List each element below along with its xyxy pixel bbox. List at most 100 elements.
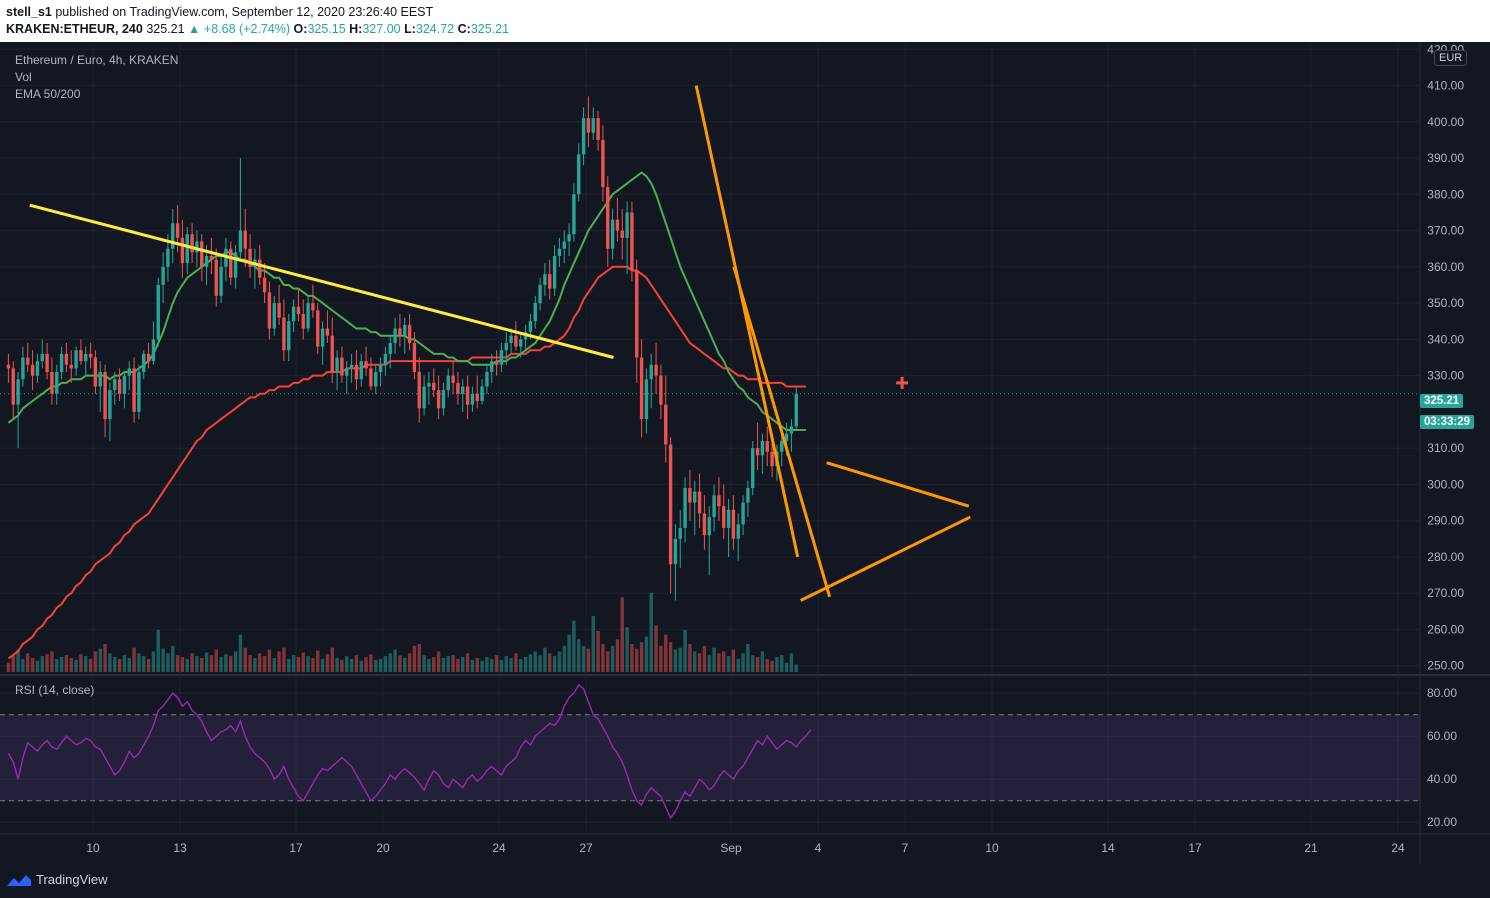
volume-bar	[422, 655, 426, 672]
volume-bar	[156, 630, 160, 672]
candle-body	[673, 538, 678, 565]
ema-lines	[7, 171, 806, 660]
volume-bar	[412, 645, 417, 672]
volume-bar	[760, 651, 765, 672]
volume-bar	[84, 656, 88, 672]
volume-bar	[113, 657, 117, 672]
volume-bar	[620, 597, 624, 672]
price-tick-label: 330.00	[1427, 369, 1464, 383]
candle-body	[407, 324, 412, 343]
volume-bar	[731, 649, 736, 672]
volume-bar	[219, 657, 223, 672]
volume-bar	[287, 658, 291, 672]
volume-bar	[717, 653, 721, 672]
volume-bar	[417, 644, 421, 672]
candle-body	[494, 361, 499, 365]
candle-body	[175, 223, 180, 238]
candle-body	[45, 353, 49, 373]
price-tick-label: 400.00	[1427, 115, 1464, 129]
candle-body	[755, 448, 760, 456]
candle-body	[243, 230, 247, 249]
volume-bar	[26, 653, 30, 672]
footer-bar	[0, 864, 1490, 898]
candle-body	[16, 379, 20, 405]
volume-legend: Vol	[15, 70, 32, 84]
volume-bar	[533, 651, 537, 672]
candle-body	[644, 379, 649, 420]
rsi-tick-label: 80.00	[1427, 686, 1457, 700]
high-value: 327.00	[362, 22, 401, 36]
publisher-name[interactable]: stell_s1	[6, 5, 52, 19]
candle-body	[726, 509, 731, 528]
candle-body	[514, 335, 518, 347]
volume-bar	[330, 647, 334, 672]
volume-bar	[40, 656, 44, 672]
price-tick-label: 280.00	[1427, 550, 1464, 564]
price-tick-label: 290.00	[1427, 514, 1464, 528]
price-chart[interactable]: 4 20.00 410.00 400.00 390.00 380.00 370.00 360.…	[0, 0, 1490, 864]
volume-bar	[538, 655, 542, 672]
candle-body	[200, 241, 204, 267]
candle-body	[610, 219, 615, 249]
candle-body	[412, 342, 417, 373]
volume-bar	[316, 650, 320, 672]
candle-body	[151, 339, 156, 362]
candle-body	[664, 404, 668, 445]
candle-body	[117, 379, 122, 394]
ema200-line	[7, 265, 806, 660]
candle-body	[417, 372, 421, 409]
candle-body	[784, 433, 789, 441]
tradingview-logo[interactable]: TradingView	[6, 872, 108, 887]
candle-body	[388, 342, 392, 354]
candle-body	[369, 368, 373, 387]
open-label: O:	[293, 22, 308, 36]
candle-body	[707, 517, 711, 536]
candle-body	[789, 426, 794, 434]
volume-bar	[224, 654, 228, 672]
volume-bar	[427, 658, 431, 672]
time-tick-label: 7	[902, 841, 909, 855]
volume-bar	[340, 659, 344, 672]
volume-bar	[451, 655, 455, 672]
volume-bar	[610, 645, 615, 672]
volume-bar	[639, 642, 644, 672]
candle-body	[64, 353, 69, 365]
candle-body	[490, 361, 494, 373]
candle-body	[519, 339, 523, 347]
axes: 4 20.00 410.00 400.00 390.00 380.00 370.00 360.…	[86, 42, 1464, 855]
candle-body	[122, 375, 127, 394]
candle-body	[113, 379, 117, 391]
volume-bar	[11, 655, 15, 672]
countdown-badge: 03:33:29	[1420, 415, 1475, 429]
candle-body	[204, 255, 209, 267]
price-tick-label: 370.00	[1427, 224, 1464, 238]
volume-bar	[509, 658, 513, 672]
volume-bar	[378, 658, 383, 672]
volume-bar	[644, 636, 649, 672]
volume-bar	[364, 657, 368, 672]
candle-body	[717, 495, 721, 507]
volume-bar	[654, 625, 658, 672]
volume-bar	[432, 657, 436, 672]
low-value: 324.72	[415, 22, 455, 36]
candle-body	[456, 382, 460, 394]
cross-marker	[896, 376, 909, 389]
volume-bar	[30, 658, 35, 672]
volume-bar	[664, 634, 668, 672]
volume-bar	[243, 647, 247, 672]
volume-bar	[142, 656, 146, 672]
yellow-trendline	[29, 203, 614, 359]
candle-body	[731, 509, 736, 539]
volume-bar	[161, 648, 165, 672]
currency-button[interactable]: EUR	[1434, 50, 1468, 66]
candle-body	[98, 372, 102, 387]
price-tick-label: 360.00	[1427, 260, 1464, 274]
volume-bar	[693, 651, 697, 672]
published-text: published on TradingView.com, September …	[55, 5, 434, 19]
volume-bar	[277, 651, 281, 672]
candle-body	[688, 488, 692, 503]
candle-body	[272, 303, 276, 329]
volume-bar	[436, 651, 441, 672]
volume-bar	[625, 627, 629, 672]
volume-bar	[741, 653, 745, 672]
